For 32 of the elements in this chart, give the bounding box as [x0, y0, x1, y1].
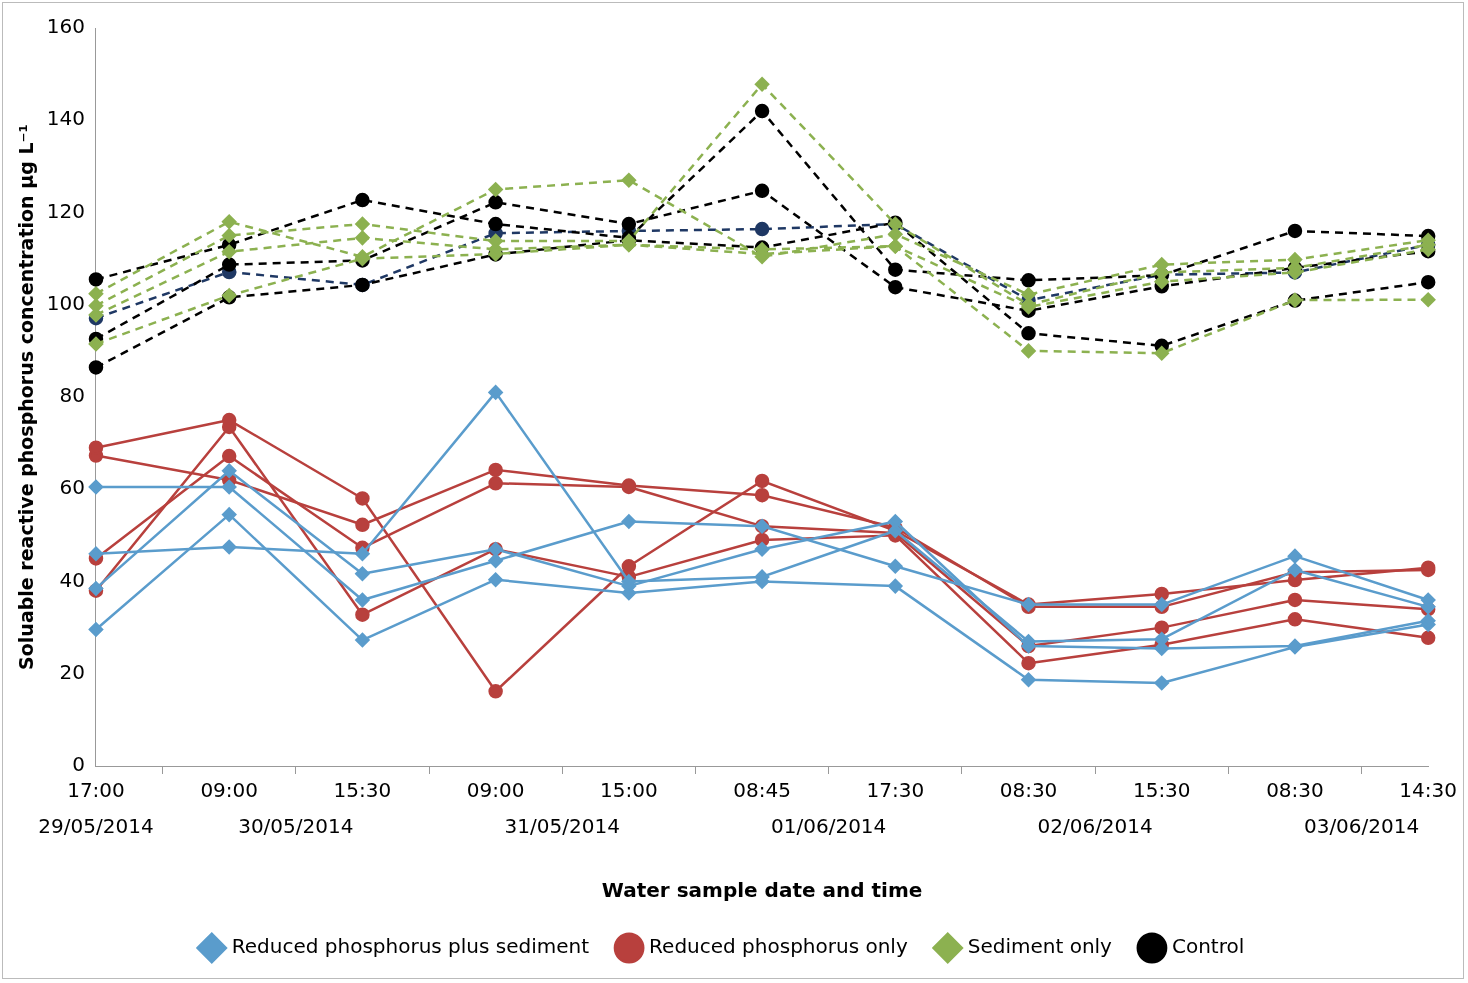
legend-label: Reduced phosphorus only	[649, 934, 908, 959]
text: 29/05/2014	[38, 814, 154, 839]
text: 31/05/2014	[504, 814, 620, 839]
y-tick-label: 20	[59, 659, 85, 684]
legend-label: Control	[1171, 934, 1245, 959]
text: 03/06/2014	[1303, 814, 1420, 839]
x-tick-label: 09:00	[466, 778, 525, 803]
y-tick-label: 0	[72, 752, 85, 777]
x-tick-label: 17:30	[866, 778, 925, 803]
y-tick-label: 160	[46, 14, 85, 39]
x-tick-label: 14:30	[1399, 778, 1457, 803]
x-tick-label: 08:30	[999, 778, 1058, 803]
x-tick-label: 15:30	[1132, 778, 1191, 803]
text: 01/06/2014	[771, 814, 887, 839]
legend-label: Reduced phosphorus plus sediment	[231, 934, 590, 959]
x-tick-label: 08:30	[1266, 778, 1324, 803]
text: 02/06/2014	[1037, 814, 1153, 839]
y-tick-label: 80	[59, 383, 85, 408]
y-tick-label: 60	[59, 475, 85, 500]
y-axis-title: Soluable reactive phosphorus concentration µg L⁻¹	[15, 124, 38, 670]
y-tick-label: 140	[46, 106, 85, 131]
x-tick-label: 15:00	[600, 778, 658, 803]
y-tick-label: 120	[46, 198, 85, 223]
x-axis-title: Water sample date and time	[601, 878, 923, 903]
x-tick-label: 08:45	[733, 778, 791, 803]
x-tick-label: 09:00	[200, 778, 259, 803]
x-tick-label: 15:30	[333, 778, 392, 803]
y-tick-label: 100	[46, 290, 85, 315]
legend-label: Sediment only	[967, 934, 1113, 959]
text: 30/05/2014	[238, 814, 354, 839]
x-tick-label: 17:00	[67, 778, 125, 803]
y-tick-label: 40	[59, 567, 85, 592]
